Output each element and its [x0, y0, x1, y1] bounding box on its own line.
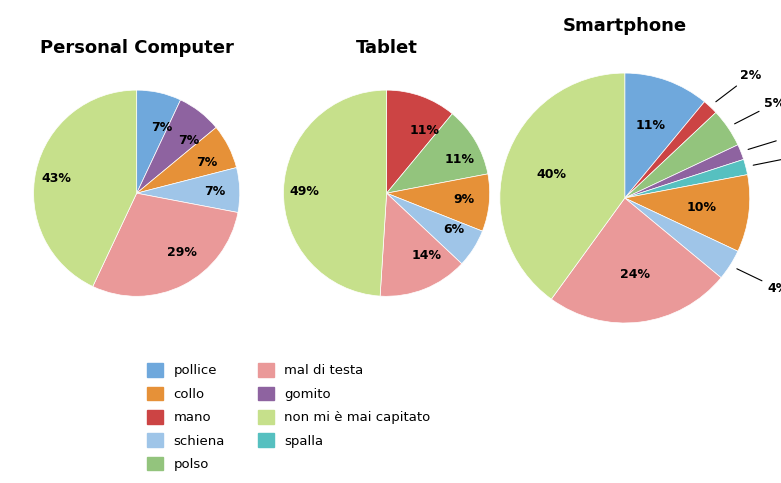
Wedge shape	[625, 175, 750, 251]
Wedge shape	[387, 174, 490, 231]
Wedge shape	[284, 90, 387, 296]
Text: 14%: 14%	[412, 249, 441, 262]
Text: 7%: 7%	[152, 121, 173, 134]
Wedge shape	[387, 90, 452, 193]
Wedge shape	[625, 102, 716, 198]
Text: 43%: 43%	[41, 172, 71, 185]
Wedge shape	[137, 100, 216, 193]
Wedge shape	[387, 114, 488, 193]
Wedge shape	[137, 128, 237, 193]
Wedge shape	[500, 73, 625, 299]
Wedge shape	[34, 90, 137, 286]
Text: 2%: 2%	[753, 150, 781, 165]
Wedge shape	[625, 73, 704, 198]
Text: 11%: 11%	[409, 124, 439, 137]
Text: 2%: 2%	[716, 69, 761, 102]
Text: 10%: 10%	[686, 201, 717, 214]
Wedge shape	[625, 159, 747, 198]
Text: 2%: 2%	[748, 129, 781, 149]
Wedge shape	[625, 198, 738, 278]
Title: Smartphone: Smartphone	[563, 17, 686, 35]
Text: 7%: 7%	[178, 134, 199, 147]
Text: 9%: 9%	[453, 193, 474, 206]
Wedge shape	[93, 193, 238, 296]
Wedge shape	[625, 113, 738, 198]
Legend: pollice, collo, mano, schiena, polso, mal di testa, gomito, non mi è mai capitat: pollice, collo, mano, schiena, polso, ma…	[142, 358, 436, 476]
Text: 11%: 11%	[444, 153, 474, 166]
Wedge shape	[137, 90, 180, 193]
Text: 5%: 5%	[735, 97, 781, 124]
Wedge shape	[551, 198, 721, 323]
Text: 29%: 29%	[167, 246, 197, 259]
Text: 7%: 7%	[196, 156, 218, 169]
Text: 49%: 49%	[290, 185, 319, 198]
Text: 7%: 7%	[204, 185, 225, 198]
Wedge shape	[387, 193, 483, 264]
Text: 6%: 6%	[443, 223, 464, 236]
Wedge shape	[625, 145, 744, 198]
Text: 4%: 4%	[736, 269, 781, 295]
Text: 24%: 24%	[619, 269, 650, 282]
Text: 40%: 40%	[536, 168, 566, 181]
Text: 11%: 11%	[636, 119, 666, 132]
Title: Personal Computer: Personal Computer	[40, 39, 234, 57]
Wedge shape	[380, 193, 462, 296]
Wedge shape	[137, 168, 240, 213]
Title: Tablet: Tablet	[355, 39, 418, 57]
